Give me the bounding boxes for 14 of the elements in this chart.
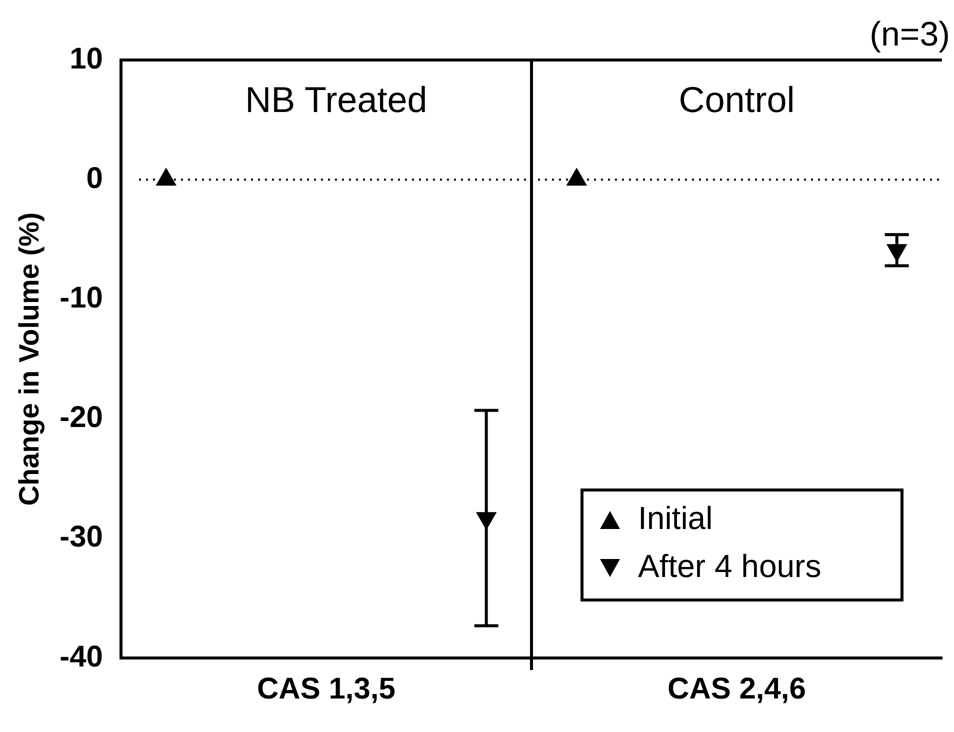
- y-tick-label: 0: [86, 162, 103, 195]
- y-axis-title: Change in Volume (%): [14, 212, 45, 506]
- y-tick-label: 10: [70, 42, 103, 76]
- y-tick-label: -20: [60, 401, 103, 434]
- text: (n=3): [870, 15, 950, 54]
- legend-label: Initial: [638, 500, 713, 536]
- y-tick-label: -30: [60, 520, 103, 554]
- y-tick-label: -10: [60, 281, 103, 314]
- annotation: NB Treated: [245, 78, 428, 120]
- x-tick-label: CAS 2,4,6: [668, 672, 806, 706]
- legend-label: After 4 hours: [638, 548, 822, 584]
- x-tick-label: CAS 1,3,5: [257, 672, 396, 706]
- annotation: Control: [678, 78, 795, 120]
- y-tick-label: -40: [60, 640, 103, 674]
